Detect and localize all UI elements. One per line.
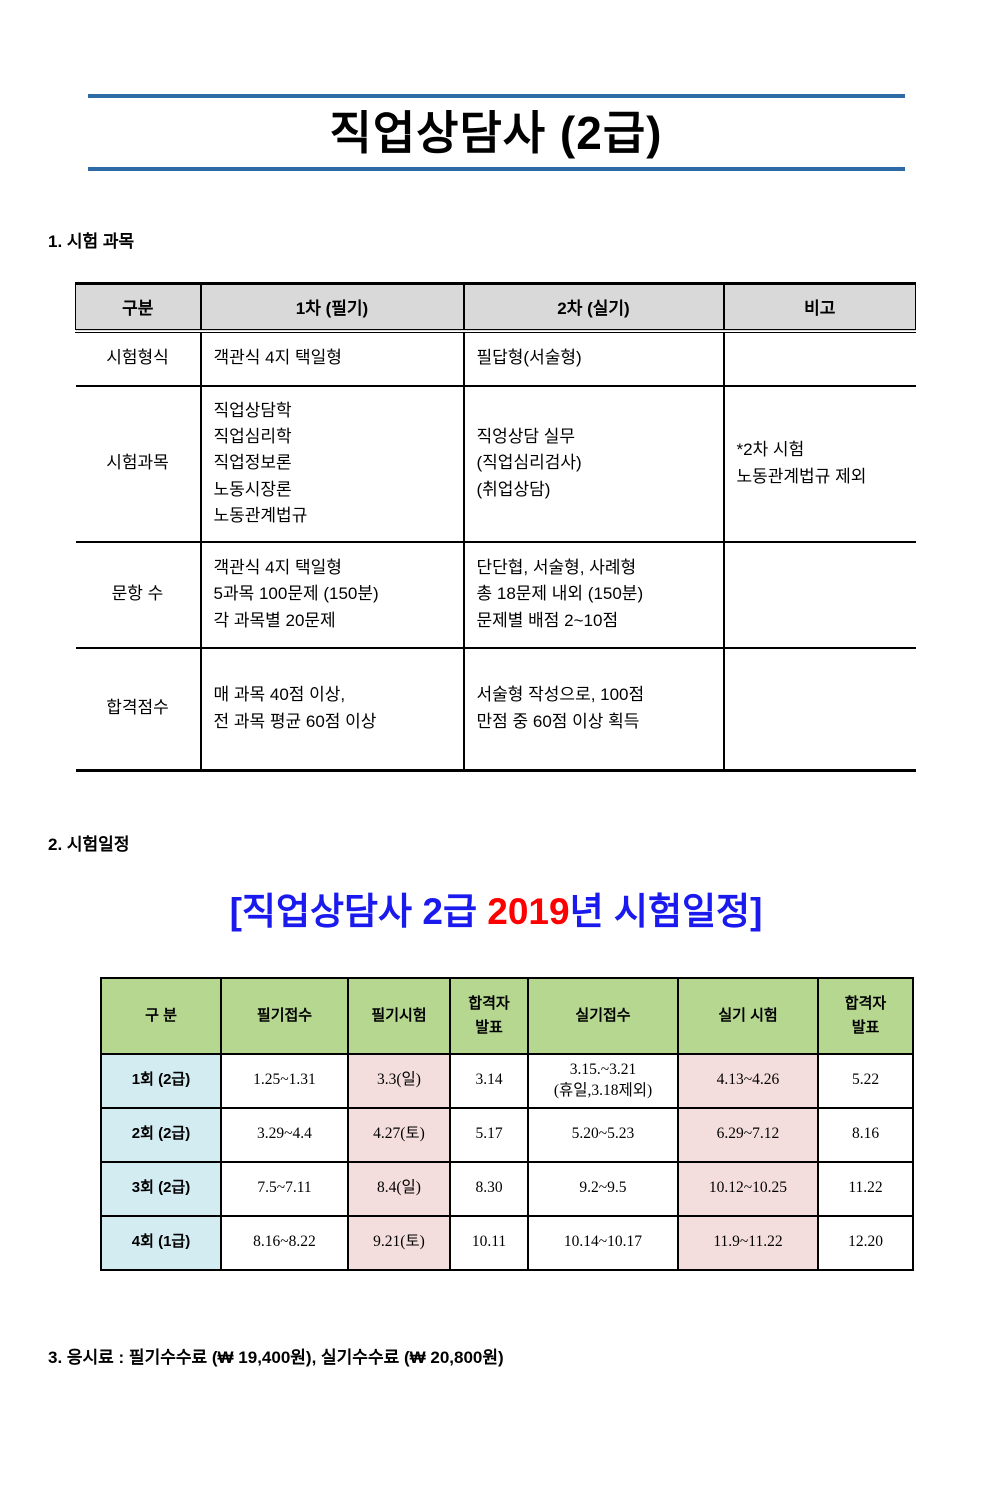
sched-pass-date-2: 5.22 — [817, 1052, 914, 1109]
schedule-header-row: 구 분 필기접수 필기시험 합격자 발표 실기접수 실기 시험 합격자 발표 — [100, 976, 914, 1055]
cell-note: *2차 시험 노동관계법규 제외 — [722, 385, 916, 543]
sched-practical-exam-date: 11.9~11.22 — [677, 1214, 819, 1271]
document-title: 직업상담사 (2급) — [329, 107, 663, 159]
sched-practical-exam-date: 10.12~10.25 — [677, 1160, 819, 1217]
cell-written: 객관식 4지 택일형 5과목 100문제 (150분) 각 과목별 20문제 — [199, 541, 465, 649]
title-rule-bottom — [88, 166, 905, 171]
cell-practical: 단단협, 서술형, 사례형 총 18문제 내외 (150분) 문제별 배점 2~… — [462, 541, 725, 649]
cell-written: 매 과목 40점 이상, 전 과목 평균 60점 이상 — [199, 647, 465, 771]
sched-practical-registration: 3.15.~3.21 (휴일,3.18제외) — [527, 1052, 679, 1109]
sched-header-pass-announcement-1: 합격자 발표 — [449, 976, 529, 1055]
sched-written-registration: 1.25~1.31 — [220, 1052, 349, 1109]
schedule-title-suffix: 년 시험일정] — [569, 890, 763, 932]
row-exam-subjects: 시험과목 직업상담학 직업심리학 직업정보론 노동시장론 노동관계법규 직엉상담… — [75, 385, 916, 543]
row-label: 시험형식 — [75, 330, 202, 387]
row-label: 시험과목 — [75, 385, 202, 543]
t1-header-first-written: 1차 (필기) — [199, 283, 465, 333]
schedule-table: 구 분 필기접수 필기시험 합격자 발표 실기접수 실기 시험 합격자 발표 1… — [100, 976, 914, 1271]
cell-practical: 필답형(서술형) — [462, 330, 725, 387]
sched-written-registration: 3.29~4.4 — [220, 1106, 349, 1163]
section3-heading: 3. 응시료 : 필기수수료 (₩ 19,400원), 실기수수료 (₩ 20,… — [48, 1347, 504, 1367]
sched-practical-registration: 10.14~10.17 — [527, 1214, 679, 1271]
sched-round-label: 2회 (2급) — [100, 1106, 222, 1163]
sched-written-exam-date: 9.21(토) — [347, 1214, 451, 1271]
schedule-row-4: 4회 (1급) 8.16~8.22 9.21(토) 10.11 10.14~10… — [100, 1214, 914, 1271]
schedule-row-2: 2회 (2급) 3.29~4.4 4.27(토) 5.17 5.20~5.23 … — [100, 1106, 914, 1163]
sched-pass-date-2: 12.20 — [817, 1214, 914, 1271]
schedule-title-year: 2019 — [487, 890, 570, 932]
section1-heading: 1. 시험 과목 — [48, 231, 135, 251]
sched-practical-exam-date: 4.13~4.26 — [677, 1052, 819, 1109]
sched-header-pass-announcement-2: 합격자 발표 — [817, 976, 914, 1055]
title-rule-top — [88, 94, 905, 98]
sched-pass-date-1: 5.17 — [449, 1106, 529, 1163]
schedule-row-1: 1회 (2급) 1.25~1.31 3.3(일) 3.14 3.15.~3.21… — [100, 1052, 914, 1109]
sched-practical-exam-date: 6.29~7.12 — [677, 1106, 819, 1163]
exam-subjects-table: 구분 1차 (필기) 2차 (실기) 비고 시험형식 객관식 4지 택일형 필답… — [75, 281, 916, 772]
schedule-title-prefix: [직업상담사 2급 — [229, 890, 488, 932]
row-question-count: 문항 수 객관식 4지 택일형 5과목 100문제 (150분) 각 과목별 2… — [75, 541, 916, 649]
cell-note — [722, 647, 916, 771]
section2-heading: 2. 시험일정 — [48, 834, 130, 854]
sched-header-written-exam: 필기시험 — [347, 976, 451, 1055]
sched-round-label: 4회 (1급) — [100, 1214, 222, 1271]
cell-note — [722, 330, 916, 387]
t1-header-note: 비고 — [722, 283, 916, 333]
sched-pass-date-2: 11.22 — [817, 1160, 914, 1217]
t1-header-second-practical: 2차 (실기) — [462, 283, 725, 333]
sched-pass-date-2: 8.16 — [817, 1106, 914, 1163]
sched-written-exam-date: 3.3(일) — [347, 1052, 451, 1109]
sched-written-registration: 7.5~7.11 — [220, 1160, 349, 1217]
cell-practical: 직엉상담 실무 (직업심리검사) (취업상담) — [462, 385, 725, 543]
cell-written: 직업상담학 직업심리학 직업정보론 노동시장론 노동관계법규 — [199, 385, 465, 543]
cell-written: 객관식 4지 택일형 — [199, 330, 465, 387]
sched-practical-registration: 5.20~5.23 — [527, 1106, 679, 1163]
sched-pass-date-1: 3.14 — [449, 1052, 529, 1109]
sched-practical-registration: 9.2~9.5 — [527, 1160, 679, 1217]
sched-round-label: 3회 (2급) — [100, 1160, 222, 1217]
sched-round-label: 1회 (2급) — [100, 1052, 222, 1109]
sched-pass-date-1: 8.30 — [449, 1160, 529, 1217]
document-page: 직업상담사 (2급) 1. 시험 과목 구분 1차 (필기) 2차 (실기) 비… — [0, 94, 992, 1497]
cell-practical: 서술형 작성으로, 100점 만점 중 60점 이상 획득 — [462, 647, 725, 771]
sched-header-category: 구 분 — [100, 976, 222, 1055]
schedule-title: [직업상담사 2급 2019년 시험일정] — [0, 881, 992, 935]
row-passing-score: 합격점수 매 과목 40점 이상, 전 과목 평균 60점 이상 서술형 작성으… — [75, 647, 916, 771]
sched-header-practical-exam: 실기 시험 — [677, 976, 819, 1055]
sched-header-practical-registration: 실기접수 — [527, 976, 679, 1055]
row-exam-format: 시험형식 객관식 4지 택일형 필답형(서술형) — [75, 330, 916, 387]
row-label: 합격점수 — [75, 647, 202, 771]
row-label: 문항 수 — [75, 541, 202, 649]
sched-written-exam-date: 4.27(토) — [347, 1106, 451, 1163]
sched-written-exam-date: 8.4(일) — [347, 1160, 451, 1217]
t1-header-category: 구분 — [75, 283, 202, 333]
sched-pass-date-1: 10.11 — [449, 1214, 529, 1271]
sched-written-registration: 8.16~8.22 — [220, 1214, 349, 1271]
exam-subjects-header-row: 구분 1차 (필기) 2차 (실기) 비고 — [75, 283, 916, 333]
schedule-row-3: 3회 (2급) 7.5~7.11 8.4(일) 8.30 9.2~9.5 10.… — [100, 1160, 914, 1217]
sched-header-written-registration: 필기접수 — [220, 976, 349, 1055]
cell-note — [722, 541, 916, 649]
